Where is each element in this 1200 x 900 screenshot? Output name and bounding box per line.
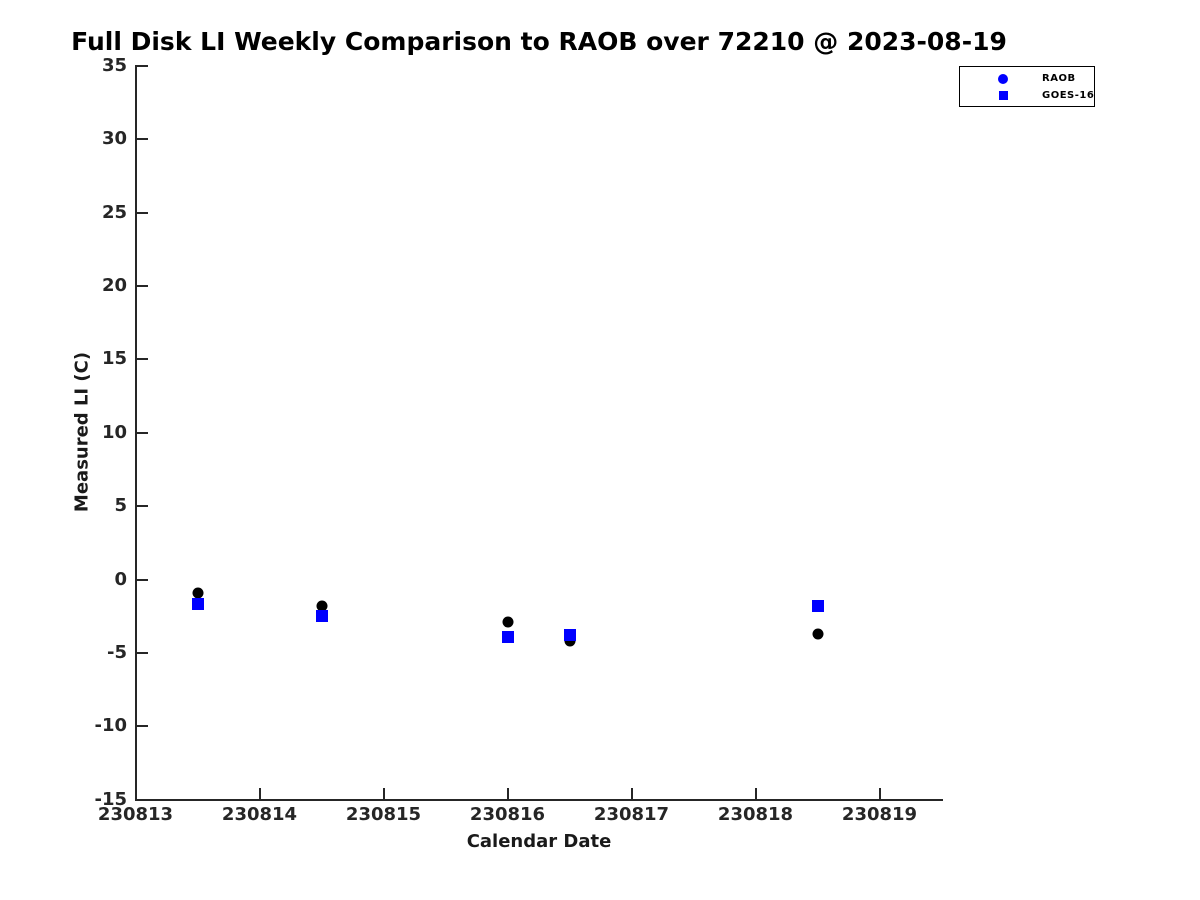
x-tick bbox=[258, 787, 261, 799]
x-tick bbox=[134, 787, 137, 799]
y-tick bbox=[136, 798, 148, 801]
y-tick bbox=[136, 505, 148, 508]
data-point-goes-16 bbox=[191, 598, 204, 611]
x-tick-label: 230815 bbox=[345, 804, 422, 825]
y-tick-label: -10 bbox=[94, 715, 127, 737]
legend-item-raob: RAOB bbox=[960, 70, 1094, 87]
data-point-raob bbox=[192, 587, 203, 599]
x-tick bbox=[630, 787, 633, 799]
x-tick bbox=[754, 787, 757, 799]
x-tick-label: 230816 bbox=[469, 804, 546, 825]
data-point-raob bbox=[812, 628, 823, 640]
x-tick-label: 230817 bbox=[593, 804, 670, 825]
x-tick-label: 230813 bbox=[97, 804, 174, 825]
legend: RAOB GOES-16 bbox=[959, 66, 1095, 107]
x-tick-label: 230819 bbox=[841, 804, 918, 825]
data-point-raob bbox=[316, 600, 327, 612]
x-tick bbox=[382, 787, 385, 799]
legend-square-swatch bbox=[998, 91, 1008, 100]
y-tick-label: 35 bbox=[101, 54, 127, 76]
y-tick-label: 30 bbox=[101, 128, 127, 150]
y-tick bbox=[136, 211, 148, 214]
legend-label: GOES-16 bbox=[1042, 90, 1095, 101]
legend-label: RAOB bbox=[1042, 73, 1076, 84]
x-tick-label: 230814 bbox=[221, 804, 298, 825]
y-tick-label: 0 bbox=[114, 568, 127, 590]
y-tick-label: 20 bbox=[101, 274, 127, 296]
legend-circle-swatch bbox=[998, 73, 1008, 84]
y-tick bbox=[136, 64, 148, 67]
y-axis-label: Measured LI (C) bbox=[71, 351, 93, 513]
data-point-raob bbox=[502, 616, 513, 628]
square-marker-icon bbox=[998, 91, 1008, 101]
data-point-goes-16 bbox=[811, 599, 824, 612]
x-tick bbox=[878, 787, 881, 799]
circle-marker-icon bbox=[998, 73, 1008, 84]
x-axis-line bbox=[134, 798, 943, 801]
y-tick bbox=[136, 358, 148, 361]
y-tick-label: 15 bbox=[101, 348, 127, 370]
chart-title: Full Disk LI Weekly Comparison to RAOB o… bbox=[71, 27, 1007, 56]
y-tick-label: 5 bbox=[114, 495, 127, 517]
y-tick bbox=[136, 431, 148, 434]
y-tick bbox=[136, 725, 148, 728]
x-tick bbox=[506, 787, 509, 799]
y-tick bbox=[136, 138, 148, 141]
legend-item-goes-16: GOES-16 bbox=[960, 87, 1094, 104]
y-tick-label: -5 bbox=[107, 641, 127, 663]
y-tick bbox=[136, 284, 148, 287]
data-point-goes-16 bbox=[563, 629, 576, 642]
data-point-goes-16 bbox=[501, 630, 514, 643]
y-tick bbox=[136, 651, 148, 654]
x-axis-label: Calendar Date bbox=[466, 831, 612, 852]
y-tick-label: 10 bbox=[101, 421, 127, 443]
x-tick-label: 230818 bbox=[717, 804, 794, 825]
y-tick-label: 25 bbox=[101, 201, 127, 223]
data-point-goes-16 bbox=[315, 610, 328, 623]
y-tick bbox=[136, 578, 148, 581]
y-tick-label: -15 bbox=[94, 788, 127, 810]
y-axis-line bbox=[134, 64, 137, 801]
